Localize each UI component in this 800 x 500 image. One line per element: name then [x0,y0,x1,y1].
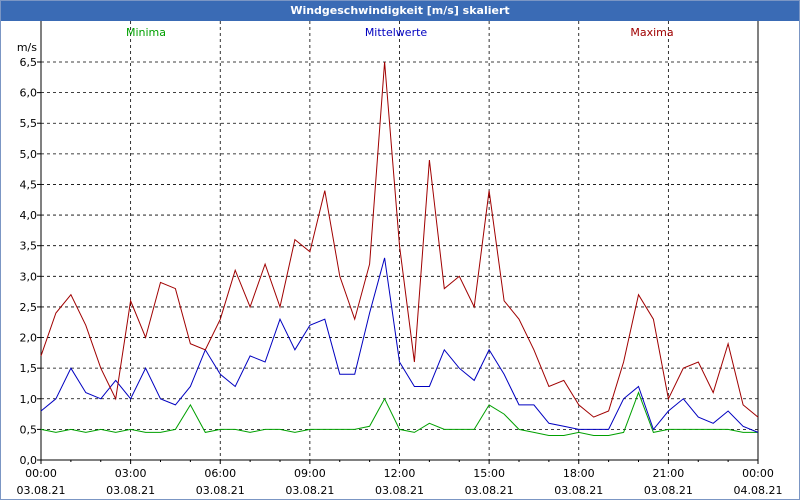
y-tick-label: 6,5 [20,56,38,69]
y-tick-label: 0,0 [20,454,38,467]
y-tick-label: 0,5 [20,423,38,436]
series-line-maxima [40,61,759,418]
y-tick-label: 5,0 [20,148,38,161]
x-tick-label-time: 15:00 [473,467,505,480]
y-tick-label: 2,5 [20,301,38,314]
y-axis-label: m/s [17,41,37,54]
y-tick-label: 3,5 [20,240,38,253]
y-tick-label: 1,5 [20,362,38,375]
x-tick-label-time: 12:00 [384,467,416,480]
y-tick-label: 1,0 [20,393,38,406]
x-tick-label-time: 09:00 [294,467,326,480]
x-tick-label-date: 03.08.21 [106,484,155,497]
y-tick-label: 4,5 [20,178,38,191]
x-tick-label-date: 04.08.21 [734,484,783,497]
legend-mittelwerte: Mittelwerte [365,26,428,39]
x-tick-label-date: 03.08.21 [375,484,424,497]
x-tick-label-time: 00:00 [742,467,774,480]
y-tick-label: 5,5 [20,117,38,130]
x-tick-label-date: 03.08.21 [644,484,693,497]
wind-speed-chart: 0,0 0,5 1,0 1,5 2,0 2,5 3,0 3,5 4,0 4,5 5,0 5,5 6,0 6… [17,21,783,497]
x-tick-label-time: 03:00 [115,467,147,480]
legend-maxima: Maxima [630,26,673,39]
x-tick-label-time: 21:00 [653,467,685,480]
y-tick-label: 3,0 [20,270,38,283]
x-tick-label-time: 00:00 [25,467,57,480]
y-tick-label: 6,0 [20,87,38,100]
x-tick-label-date: 03.08.21 [285,484,334,497]
y-tick-label: 4,0 [20,209,38,222]
series-line-mittelwerte [40,257,759,433]
chart-title: Windgeschwindigkeit [m/s] skaliert [1,1,799,21]
y-tick-label: 2,0 [20,332,38,345]
x-tick-label-date: 03.08.21 [465,484,514,497]
x-tick-label-date: 03.08.21 [554,484,603,497]
series-line-minima [40,391,758,436]
legend-minima: Minima [126,26,166,39]
x-tick-label-date: 03.08.21 [196,484,245,497]
x-tick-label-date: 03.08.21 [17,484,66,497]
x-tick-label-time: 18:00 [563,467,595,480]
x-tick-label-time: 06:00 [204,467,236,480]
